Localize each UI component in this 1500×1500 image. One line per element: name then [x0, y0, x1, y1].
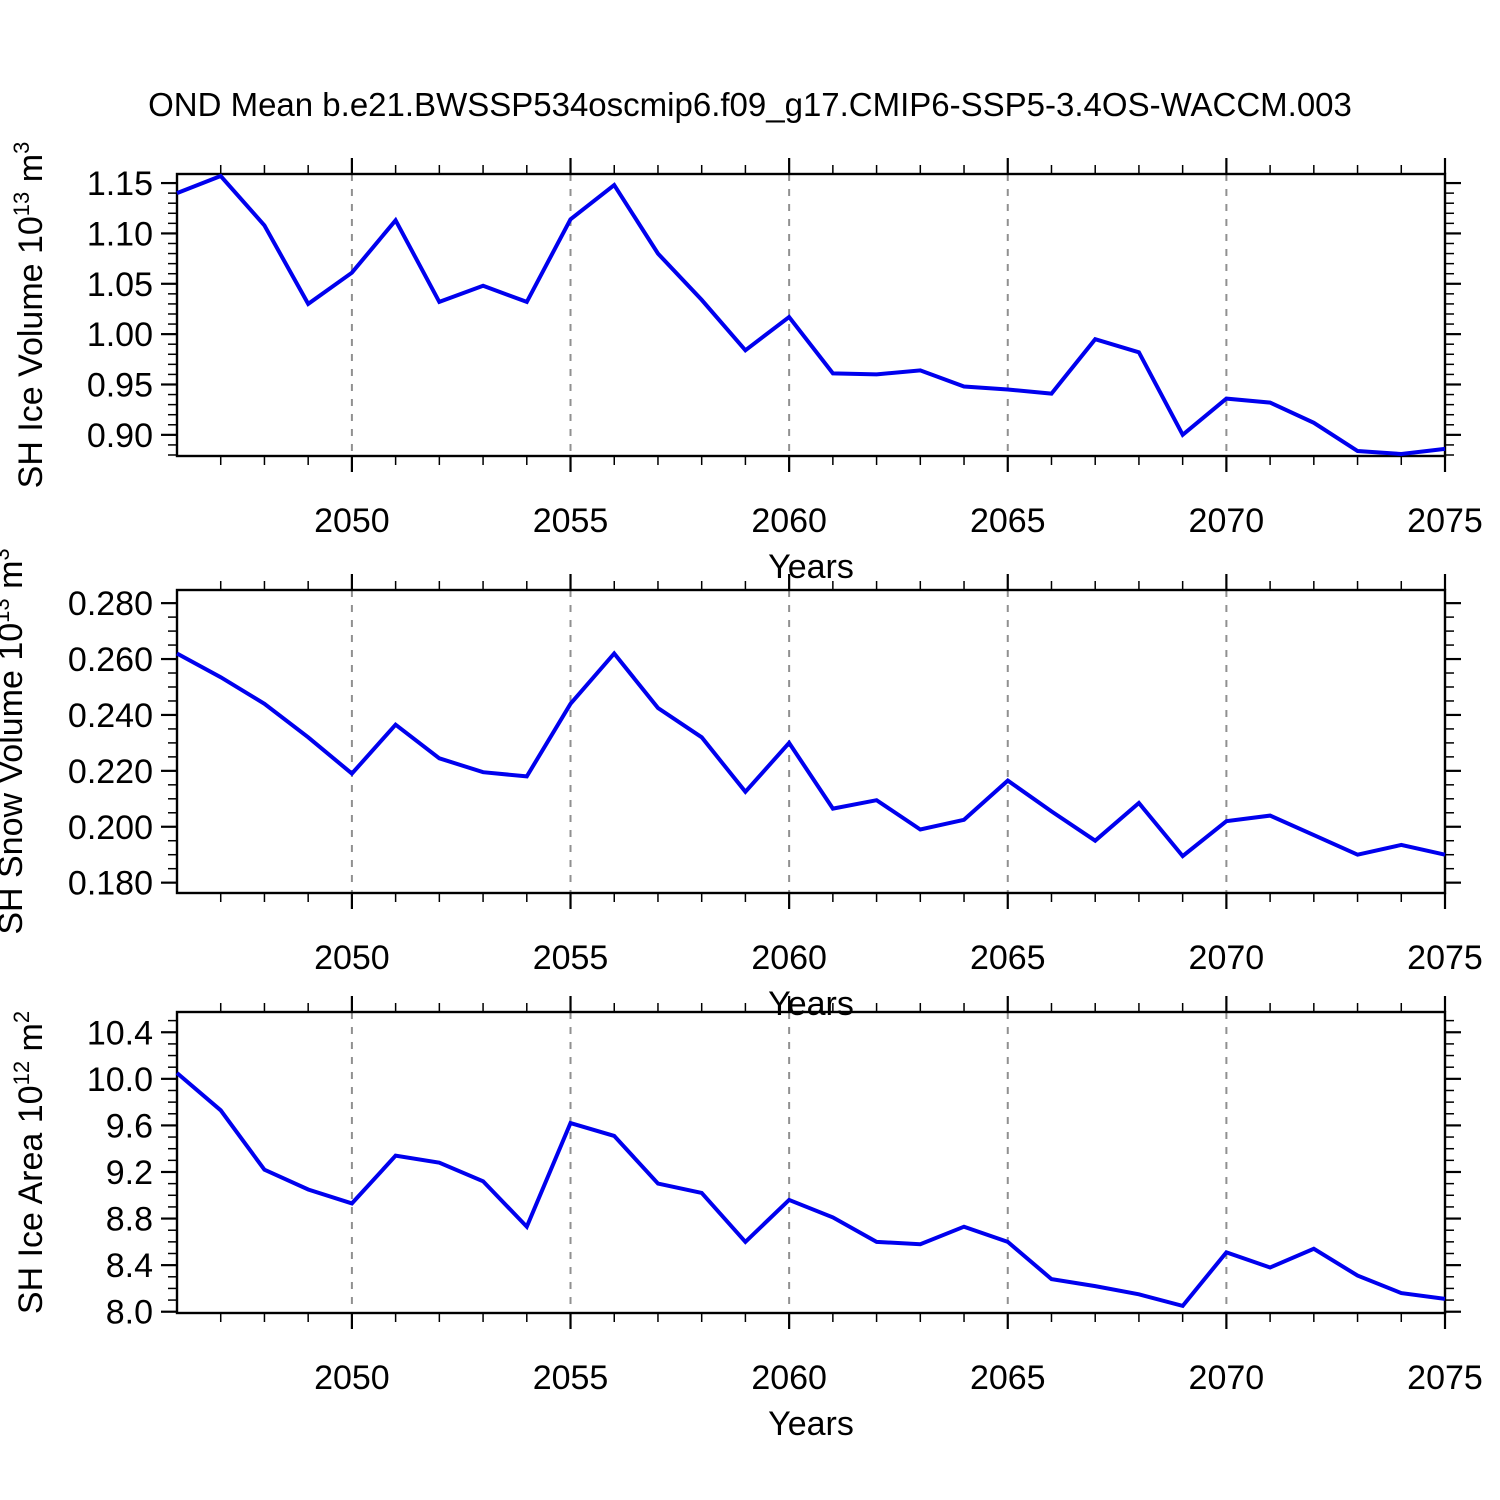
y-tick-label: 1.00	[87, 316, 153, 354]
data-line	[176, 650, 1446, 859]
x-tick-label: 2050	[314, 1359, 390, 1397]
x-tick-label: 2060	[751, 502, 827, 540]
y-axis-title: SH Ice Area 1012 m2	[9, 1011, 50, 1314]
data-line	[176, 173, 1446, 457]
y-tick-label: 8.4	[106, 1247, 153, 1285]
x-tick-label: 2070	[1189, 1359, 1265, 1397]
y-tick-label: 1.15	[87, 165, 153, 203]
x-tick-label: 2075	[1407, 939, 1483, 977]
y-tick-label: 9.2	[106, 1154, 153, 1192]
figure-title: OND Mean b.e21.BWSSP534oscmip6.f09_g17.C…	[148, 86, 1352, 123]
y-tick-label: 0.240	[68, 697, 153, 735]
y-tick-label: 1.05	[87, 266, 153, 304]
y-tick-label: 0.95	[87, 366, 153, 404]
axes-box	[175, 172, 1447, 458]
x-axis-title: Years	[768, 1405, 854, 1443]
y-tick-label: 0.90	[87, 417, 153, 455]
y-tick-label: 9.6	[106, 1107, 153, 1145]
y-tick-label: 0.220	[68, 753, 153, 791]
x-tick-label: 2055	[533, 1359, 609, 1397]
y-tick-label: 0.260	[68, 641, 153, 679]
y-tick-label: 10.4	[87, 1014, 153, 1052]
y-tick-label: 8.0	[106, 1294, 153, 1332]
x-tick-label: 2070	[1189, 939, 1265, 977]
x-tick-label: 2060	[751, 939, 827, 977]
y-tick-label: 1.10	[87, 215, 153, 253]
y-tick-label: 10.0	[87, 1061, 153, 1099]
y-tick-label: 0.180	[68, 865, 153, 903]
x-tick-label: 2075	[1407, 502, 1483, 540]
x-tick-label: 2050	[314, 939, 390, 977]
y-axis-title: SH Ice Volume 1013 m3	[9, 142, 50, 489]
x-tick-label: 2075	[1407, 1359, 1483, 1397]
data-line	[175, 1071, 1446, 1309]
y-tick-label: 0.200	[68, 809, 153, 847]
axes-box	[175, 1010, 1447, 1315]
y-tick-label: 0.280	[68, 585, 153, 623]
x-tick-label: 2055	[533, 939, 609, 977]
x-tick-label: 2055	[533, 502, 609, 540]
y-tick-label: 8.8	[106, 1201, 153, 1239]
y-axis-title: SH Snow Volume 1013 m3	[0, 548, 30, 934]
x-tick-label: 2070	[1189, 502, 1265, 540]
x-tick-label: 2050	[314, 502, 390, 540]
x-tick-label: 2060	[751, 1359, 827, 1397]
axes-box	[175, 588, 1447, 895]
x-tick-label: 2065	[970, 939, 1046, 977]
x-tick-label: 2065	[970, 502, 1046, 540]
x-axis-title: Years	[768, 985, 854, 1023]
x-axis-title: Years	[768, 548, 854, 586]
x-tick-label: 2065	[970, 1359, 1046, 1397]
